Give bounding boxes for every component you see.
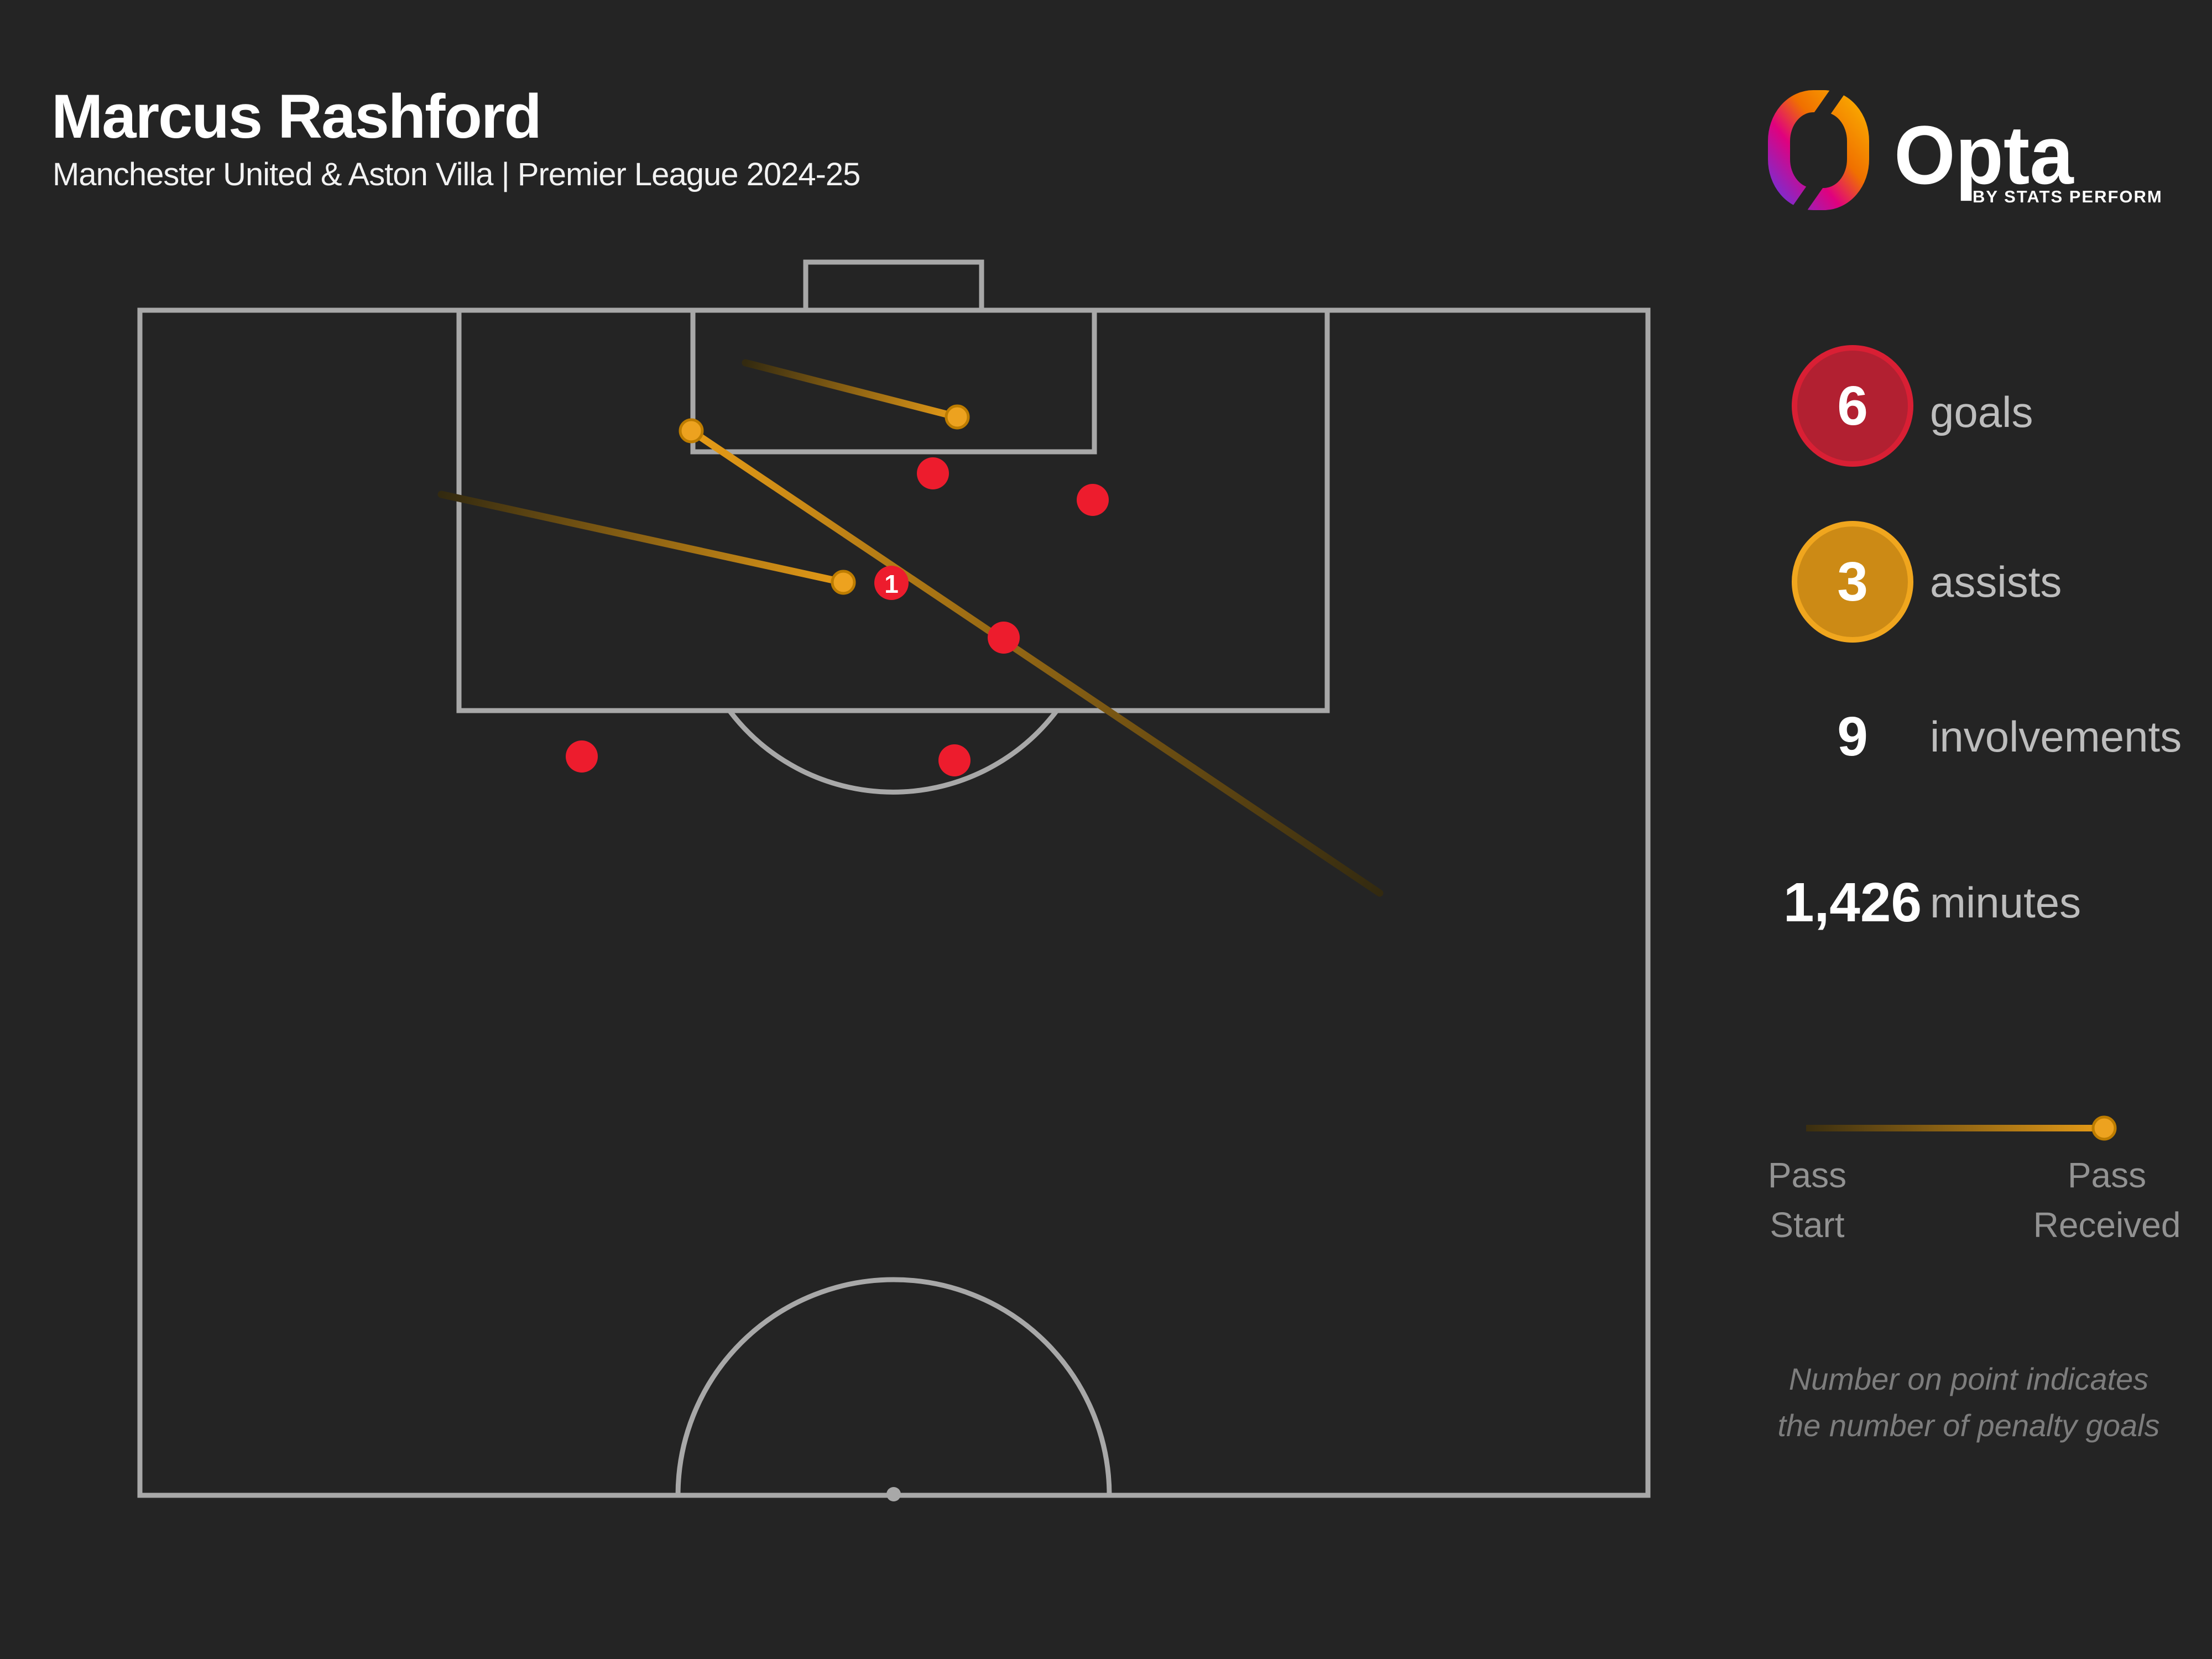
goals-label: goals	[1930, 388, 2033, 436]
opta-ring-gap-top	[1814, 90, 1847, 121]
opta-ring-gap-bottom	[1790, 179, 1823, 210]
legend-pass-received-label: Pass Received	[1996, 1150, 2212, 1250]
centre-spot	[886, 1487, 901, 1501]
involvements-label: involvements	[1930, 712, 2182, 761]
penalty-goal-count: 1	[884, 570, 899, 598]
goal-frame	[803, 259, 984, 313]
assist-pass-line	[742, 359, 961, 421]
involvements-value: 9	[1837, 705, 1868, 768]
legend-pass-received-line2: Received	[2033, 1205, 2181, 1245]
goals-value: 6	[1837, 374, 1868, 437]
legend-pass-start-line2: Start	[1770, 1205, 1845, 1245]
six-yard-box	[690, 307, 1097, 455]
goals-badge: 6	[1792, 345, 1913, 467]
penalty-area	[456, 307, 1330, 713]
pitch-boundary	[137, 307, 1651, 1498]
opta-wordmark: Opta	[1894, 108, 2074, 201]
centre-circle	[675, 1277, 1112, 1496]
opta-o-ring	[1768, 90, 1869, 210]
assist-received-dot	[831, 570, 856, 595]
penalty-footnote: Number on point indicates the number of …	[1747, 1356, 2190, 1449]
assists-value: 3	[1837, 550, 1868, 613]
event-dots: 1	[566, 404, 1109, 776]
assist-received-dot	[945, 404, 970, 430]
assists-badge: 3	[1792, 521, 1913, 643]
assist-received-dot	[679, 418, 704, 444]
legend-pass-start-line1: Pass	[1767, 1155, 1847, 1195]
assist-pass-lines	[437, 359, 1384, 897]
goal-dot	[1077, 484, 1109, 516]
pitch-lines	[137, 259, 1651, 1498]
penalty-footnote-line2: the number of penalty goals	[1777, 1408, 2160, 1443]
legend-pass-received-line1: Pass	[2067, 1155, 2147, 1195]
page-title: Marcus Rashford	[51, 82, 542, 151]
legend-glyph	[1806, 1115, 2117, 1141]
assist-pass-line	[687, 427, 1384, 897]
opta-byline: BY STATS PERFORM	[1973, 187, 2163, 206]
assist-pass-line	[437, 491, 847, 586]
page-subtitle: Manchester United & Aston Villa | Premie…	[53, 156, 860, 192]
minutes-value: 1,426	[1783, 871, 1922, 933]
goal-dot	[938, 744, 971, 776]
goal-dot	[988, 622, 1020, 654]
legend-pass-start-label: Pass Start	[1697, 1150, 1918, 1250]
minutes-label: minutes	[1930, 878, 2081, 927]
legend-received-dot	[2091, 1115, 2117, 1141]
penalty-arc	[727, 709, 1059, 795]
penalty-goal-dot	[874, 566, 909, 600]
opta-logo-icon	[1768, 90, 1869, 210]
goal-dot	[566, 740, 598, 773]
goal-dot	[917, 457, 949, 489]
assists-label: assists	[1930, 557, 2062, 606]
penalty-footnote-line1: Number on point indicates	[1788, 1361, 2149, 1396]
